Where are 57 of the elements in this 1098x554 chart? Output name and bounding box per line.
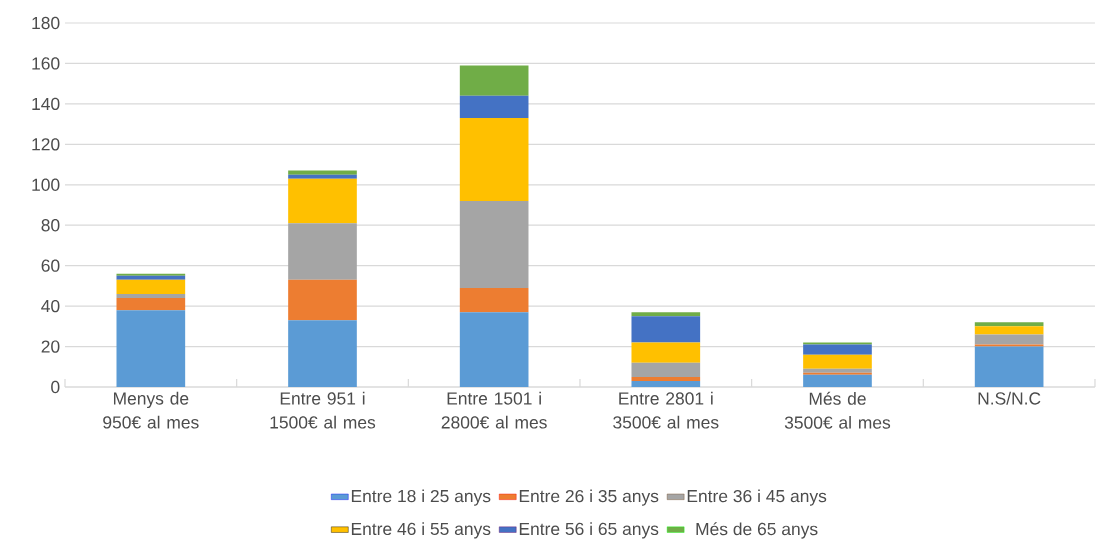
legend-label: Entre 18 i 25 anys [351, 489, 491, 506]
legend-label: Entre 36 i 45 anys [687, 489, 827, 506]
y-tick-label: 60 [41, 259, 60, 272]
bar [459, 312, 529, 387]
bar [116, 310, 186, 387]
y-tick-label: 40 [41, 299, 60, 313]
y-tick-label: 20 [41, 340, 60, 353]
bar [459, 287, 529, 313]
bar [288, 170, 357, 175]
bar [631, 316, 701, 343]
bar [631, 380, 701, 387]
bar [974, 346, 1044, 387]
legend-label: Entre 26 i 35 anys [519, 489, 659, 506]
bar [288, 178, 357, 224]
bar [116, 293, 186, 299]
bar [288, 320, 357, 387]
x-tick-label: Entre 2801 i 3500€ al mes [613, 391, 719, 429]
bar [631, 342, 701, 363]
bar [803, 354, 872, 369]
y-tick-label: 80 [41, 219, 60, 232]
bar [631, 376, 701, 381]
bar [459, 95, 529, 119]
y-tick-label: 120 [32, 138, 60, 151]
x-tick-label: Entre 1501 i 2800€ al mes [441, 391, 547, 429]
bar [459, 200, 529, 288]
bar [974, 326, 1044, 335]
bar [116, 273, 186, 276]
bar [116, 298, 186, 311]
bar [288, 279, 357, 321]
bar [803, 368, 872, 373]
legend-label: Entre 46 i 55 anys [351, 522, 491, 539]
legend-label: Entre 56 i 65 anys [519, 522, 659, 539]
bar [631, 312, 701, 317]
bar [459, 65, 529, 96]
bar [116, 275, 186, 280]
y-tick-label: 140 [32, 97, 60, 111]
bar [974, 344, 1044, 347]
bar [288, 174, 357, 179]
x-tick-label: Menys de 950€ al mes [103, 391, 199, 429]
y-tick-label: 0 [51, 380, 60, 394]
x-tick-label: N.S/N.C [978, 391, 1041, 405]
x-tick-label: Més de 3500€ al mes [784, 391, 891, 429]
x-tick-label: Entre 951 i 1500€ al mes [270, 391, 376, 429]
bar [974, 334, 1044, 345]
bar [803, 344, 872, 355]
bar [803, 372, 872, 375]
bar [974, 322, 1044, 327]
y-tick-label: 100 [32, 178, 60, 191]
legend-label: Més de 65 anys [696, 522, 818, 539]
bar [631, 362, 701, 377]
y-tick-label: 160 [32, 57, 60, 70]
bar [288, 223, 357, 280]
bar [803, 374, 872, 387]
bar [803, 342, 872, 345]
bar [459, 118, 529, 201]
bar [116, 279, 186, 294]
y-tick-label: 180 [32, 16, 60, 30]
